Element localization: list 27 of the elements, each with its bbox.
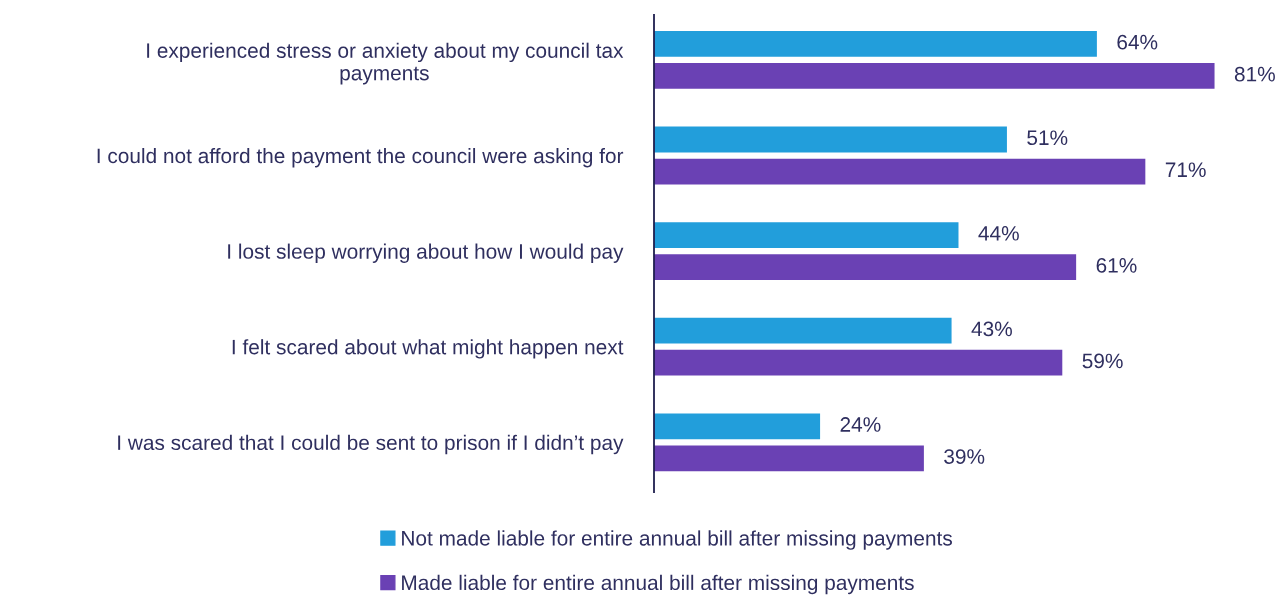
bar: [654, 254, 1077, 281]
data-label: 44%: [978, 226, 1019, 241]
data-label: 61%: [1096, 257, 1137, 273]
y-tick-label: I was scared that I could be sent to prison if I didn’t pay: [118, 434, 624, 455]
bar: [654, 222, 959, 248]
legend-label: Made liable for entire annual bill after missing payments: [402, 574, 914, 595]
bar: [654, 31, 1097, 57]
bar: [654, 63, 1215, 89]
bar: [654, 445, 924, 472]
y-tick-label: I lost sleep worrying about how I would pay: [228, 243, 624, 263]
data-label: 81%: [1234, 66, 1275, 82]
y-tick-label: I could not afford the payment the council were asking for: [97, 147, 624, 168]
data-label: 24%: [840, 417, 881, 432]
data-label: 51%: [1027, 130, 1068, 146]
data-label: 71%: [1165, 162, 1206, 178]
data-label: 39%: [944, 449, 985, 464]
bar: [654, 413, 821, 440]
bar: [654, 158, 1146, 185]
data-label: 43%: [971, 321, 1012, 337]
bar: [654, 349, 1063, 376]
legend-label: Not made liable for entire annual bill after missing payments: [402, 530, 952, 550]
data-label: 59%: [1082, 353, 1123, 369]
bar: [654, 317, 952, 344]
y-tick-label: I experienced stress or anxiety about my council tax payments: [147, 42, 624, 85]
data-label: 64%: [1117, 34, 1158, 50]
bar: [654, 126, 1007, 153]
y-tick-label: I felt scared about what might happen next: [232, 339, 624, 359]
